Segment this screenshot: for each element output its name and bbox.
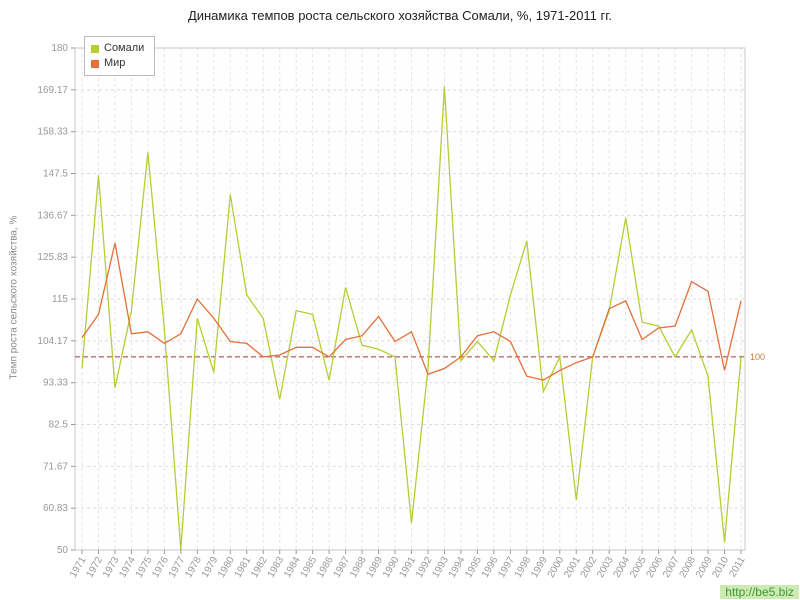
world-series-swatch <box>91 59 99 68</box>
y-tick-label: 125.83 <box>37 252 68 263</box>
y-tick-label: 169.17 <box>37 85 68 96</box>
x-tick-label: 2010 <box>710 555 731 580</box>
chart-title: Динамика темпов роста сельского хозяйств… <box>187 8 613 23</box>
y-tick-label: 82.5 <box>49 420 69 431</box>
y-tick-label: 158.33 <box>37 127 68 138</box>
y-tick-label: 71.67 <box>43 461 68 472</box>
watermark: http://be5.biz <box>720 585 799 599</box>
legend-label-somalia: Сомали <box>104 42 145 54</box>
x-axis-tick-labels: 1971197219731974197519761977197819791980… <box>68 550 748 580</box>
legend: Сомали Мир <box>84 36 156 76</box>
legend-item-somalia: Сомали <box>91 41 144 56</box>
legend-item-world: Мир <box>91 56 144 71</box>
y-tick-label: 104.17 <box>37 336 68 347</box>
world-series-line <box>81 242 742 381</box>
y-tick-label: 50 <box>57 545 69 556</box>
somalia-series-swatch <box>91 44 99 53</box>
legend-label-world: Мир <box>104 57 126 69</box>
y-tick-label: 115 <box>52 294 68 305</box>
reference-line-label: 100 <box>750 352 765 362</box>
y-tick-label: 60.83 <box>43 503 68 514</box>
somalia-series-line <box>81 86 742 551</box>
y-tick-label: 180 <box>51 43 68 54</box>
series-lines <box>81 86 742 551</box>
reference-line: 100 <box>75 352 765 362</box>
x-tick-label: 2011 <box>727 555 747 580</box>
y-tick-label: 136.67 <box>37 210 68 221</box>
y-tick-label: 147.5 <box>43 169 68 180</box>
y-tick-label: 93.33 <box>43 378 68 389</box>
y-axis-tick-labels: 50 60.83 71.67 82.5 93.33 104.17 115 125.83 136.… <box>37 43 75 556</box>
